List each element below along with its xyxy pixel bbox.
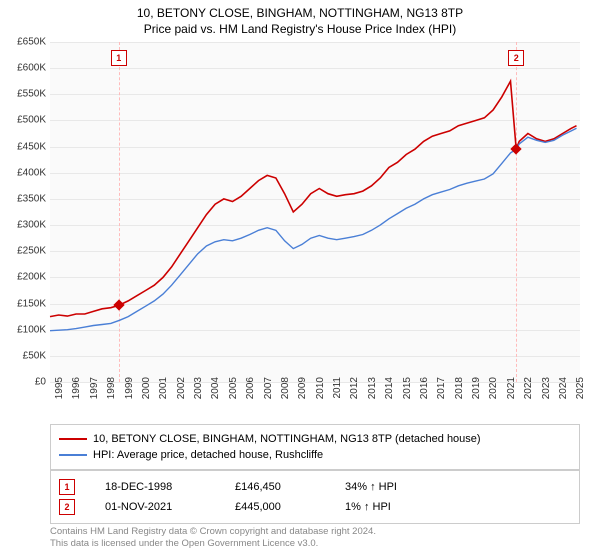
- ytick-label: £600K: [2, 63, 46, 74]
- xtick-label: 2004: [210, 377, 221, 399]
- ytick-label: £250K: [2, 246, 46, 257]
- xtick-label: 2001: [158, 377, 169, 399]
- legend-item: 10, BETONY CLOSE, BINGHAM, NOTTINGHAM, N…: [59, 431, 571, 447]
- xtick-label: 2009: [297, 377, 308, 399]
- xtick-label: 1999: [124, 377, 135, 399]
- footer-line-2: This data is licensed under the Open Gov…: [50, 538, 580, 550]
- xtick-label: 1998: [106, 377, 117, 399]
- xtick-label: 2022: [523, 377, 534, 399]
- legend-swatch: [59, 438, 87, 440]
- footer-line-1: Contains HM Land Registry data © Crown c…: [50, 526, 580, 538]
- ytick-label: £100K: [2, 324, 46, 335]
- xtick-label: 1995: [54, 377, 65, 399]
- ytick-label: £500K: [2, 115, 46, 126]
- xtick-label: 2025: [575, 377, 586, 399]
- xtick-label: 2024: [558, 377, 569, 399]
- chart-plot-area: 12 £0£50K£100K£150K£200K£250K£300K£350K£…: [50, 42, 580, 382]
- marker-badge: 1: [111, 50, 127, 66]
- transaction-row: 2 01-NOV-2021 £445,000 1% ↑ HPI: [59, 497, 571, 517]
- chart-subtitle: Price paid vs. HM Land Registry's House …: [0, 22, 600, 40]
- series-line: [50, 81, 577, 316]
- xtick-label: 2007: [263, 377, 274, 399]
- transaction-row: 1 18-DEC-1998 £146,450 34% ↑ HPI: [59, 477, 571, 497]
- transaction-price: £445,000: [235, 497, 315, 517]
- xtick-label: 2008: [280, 377, 291, 399]
- xtick-label: 1997: [89, 377, 100, 399]
- xtick-label: 2014: [384, 377, 395, 399]
- ytick-label: £200K: [2, 272, 46, 283]
- transaction-date: 18-DEC-1998: [105, 477, 205, 497]
- transaction-date: 01-NOV-2021: [105, 497, 205, 517]
- footer-attribution: Contains HM Land Registry data © Crown c…: [50, 526, 580, 551]
- xtick-label: 2021: [506, 377, 517, 399]
- legend-label: HPI: Average price, detached house, Rush…: [93, 447, 323, 463]
- transactions-box: 1 18-DEC-1998 £146,450 34% ↑ HPI 2 01-NOV-202…: [50, 470, 580, 524]
- xtick-label: 2012: [349, 377, 360, 399]
- ytick-label: £450K: [2, 141, 46, 152]
- ytick-label: £350K: [2, 193, 46, 204]
- xtick-label: 2002: [176, 377, 187, 399]
- transaction-price: £146,450: [235, 477, 315, 497]
- legend-item: HPI: Average price, detached house, Rush…: [59, 447, 571, 463]
- xtick-label: 2003: [193, 377, 204, 399]
- xtick-label: 2013: [367, 377, 378, 399]
- xtick-label: 1996: [71, 377, 82, 399]
- legend-swatch: [59, 454, 87, 456]
- transaction-hpi: 34% ↑ HPI: [345, 477, 445, 497]
- chart-legend: 10, BETONY CLOSE, BINGHAM, NOTTINGHAM, N…: [50, 424, 580, 470]
- xtick-label: 2015: [402, 377, 413, 399]
- xtick-label: 2010: [315, 377, 326, 399]
- xtick-label: 2005: [228, 377, 239, 399]
- xtick-label: 2000: [141, 377, 152, 399]
- legend-label: 10, BETONY CLOSE, BINGHAM, NOTTINGHAM, N…: [93, 431, 481, 447]
- ytick-label: £0: [2, 377, 46, 388]
- ytick-label: £650K: [2, 37, 46, 48]
- xtick-label: 2017: [436, 377, 447, 399]
- ytick-label: £50K: [2, 350, 46, 361]
- marker-badge: 2: [508, 50, 524, 66]
- xtick-label: 2011: [332, 377, 343, 399]
- xtick-label: 2016: [419, 377, 430, 399]
- xtick-label: 2019: [471, 377, 482, 399]
- transaction-badge: 1: [59, 479, 75, 495]
- ytick-label: £400K: [2, 167, 46, 178]
- chart-lines: [50, 42, 580, 382]
- xtick-label: 2020: [488, 377, 499, 399]
- ytick-label: £550K: [2, 89, 46, 100]
- ytick-label: £300K: [2, 220, 46, 231]
- xtick-label: 2023: [541, 377, 552, 399]
- transaction-badge: 2: [59, 499, 75, 515]
- chart-title: 10, BETONY CLOSE, BINGHAM, NOTTINGHAM, N…: [0, 0, 600, 22]
- ytick-label: £150K: [2, 298, 46, 309]
- transaction-hpi: 1% ↑ HPI: [345, 497, 445, 517]
- xtick-label: 2018: [454, 377, 465, 399]
- xtick-label: 2006: [245, 377, 256, 399]
